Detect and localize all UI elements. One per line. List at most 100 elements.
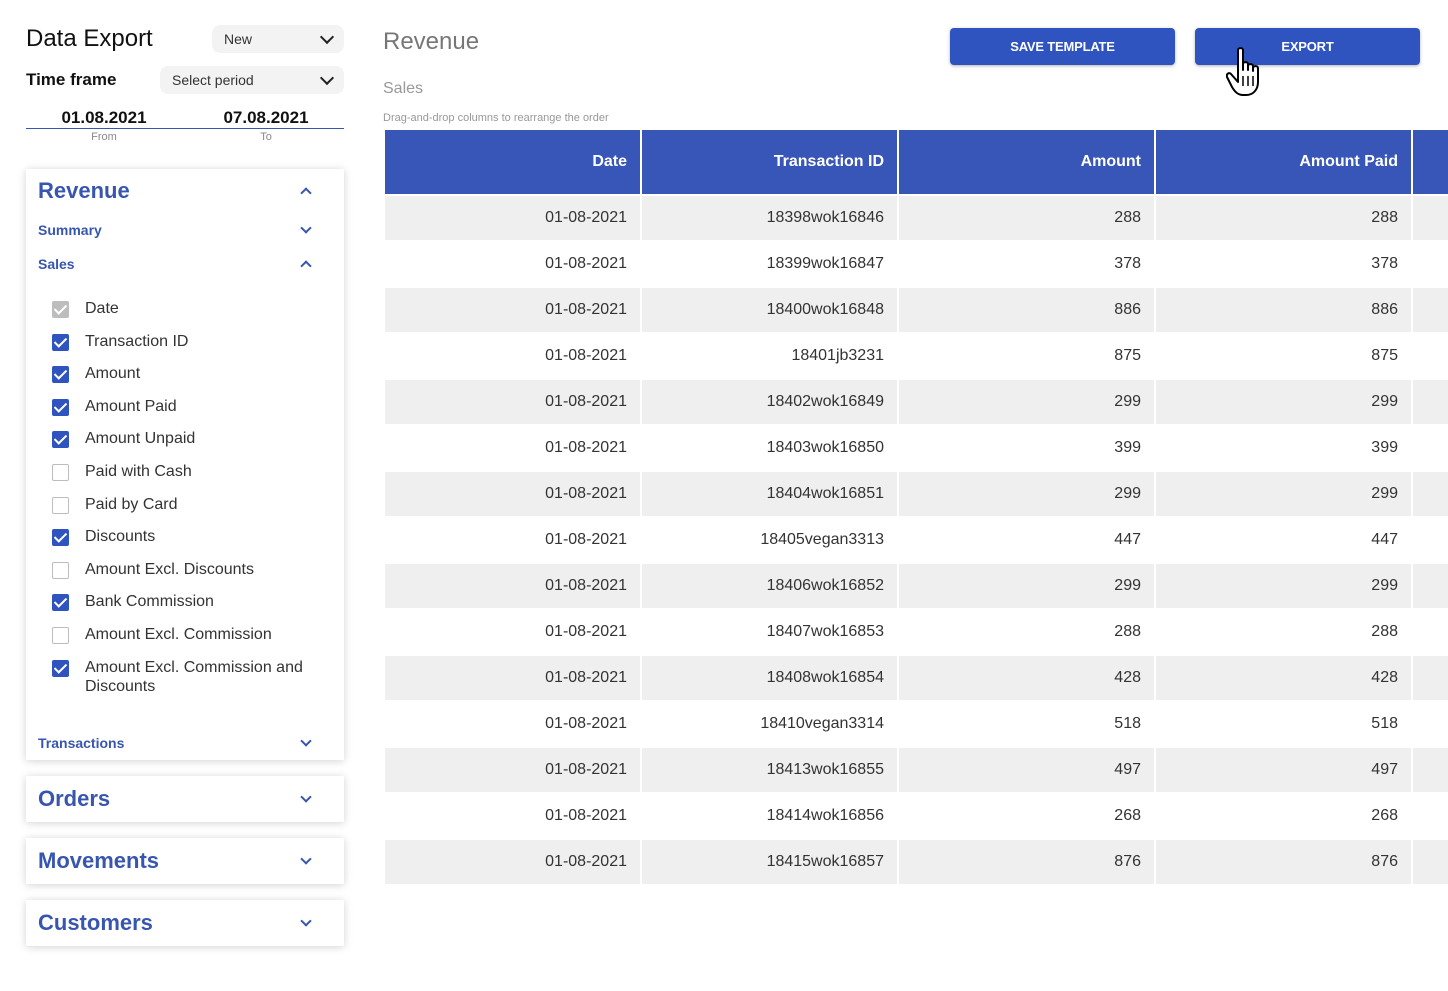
column-checkbox-row[interactable]: Discounts <box>52 527 310 560</box>
table-cell: 18414wok16856 <box>642 794 897 838</box>
table-cell: 01-08-2021 <box>385 610 640 654</box>
save-template-button[interactable]: SAVE TEMPLATE <box>950 28 1175 65</box>
table-cell: 18415wok16857 <box>642 840 897 884</box>
table-cell: 18407wok16853 <box>642 610 897 654</box>
table-cell <box>1413 656 1448 700</box>
column-checkbox-row[interactable]: Date <box>52 299 310 332</box>
chevron-up-icon <box>300 187 312 199</box>
orders-panel[interactable]: Orders <box>26 775 344 822</box>
table-cell: 01-08-2021 <box>385 472 640 516</box>
orders-panel-header[interactable]: Orders <box>38 776 312 822</box>
column-checkbox-row[interactable]: Paid with Cash <box>52 462 310 495</box>
table-body: 01-08-2021 18398wok16846 288 288 01-08-2021 1… <box>385 194 1448 884</box>
column-checkbox-row[interactable]: Amount Excl. Commission <box>52 625 310 658</box>
checkbox[interactable] <box>52 463 69 481</box>
checkbox[interactable] <box>52 366 69 384</box>
to-label: To <box>260 131 272 143</box>
template-select[interactable]: New <box>212 25 344 53</box>
table-cell: 18413wok16855 <box>642 748 897 792</box>
period-select[interactable]: Select period <box>160 66 344 94</box>
table-cell <box>1413 840 1448 884</box>
checkbox-label: Amount Excl. Discounts <box>85 560 254 578</box>
table-cell: 01-08-2021 <box>385 794 640 838</box>
table-cell: 18410vegan3314 <box>642 702 897 746</box>
checkbox[interactable] <box>52 398 69 416</box>
checkbox <box>52 301 69 318</box>
table-cell: 18401jb3231 <box>642 334 897 378</box>
column-checkbox-row[interactable]: Amount Unpaid <box>52 429 310 462</box>
checkbox[interactable] <box>52 431 69 449</box>
checkbox[interactable] <box>52 496 69 514</box>
table-cell: 399 <box>1156 426 1411 470</box>
movements-panel-title: Movements <box>38 847 160 873</box>
table-cell: 288 <box>899 196 1154 240</box>
movements-panel[interactable]: Movements <box>26 837 344 884</box>
column-checkbox-row[interactable]: Amount Excl. Discounts <box>52 560 310 593</box>
checkbox[interactable] <box>52 333 69 351</box>
date-range: 01.08.2021 07.08.2021 <box>26 108 344 129</box>
column-header[interactable]: Transaction ID <box>642 130 897 194</box>
table-cell: 497 <box>1156 748 1411 792</box>
timeframe-row: Time frame Select period <box>26 66 344 94</box>
checkbox-label: Date <box>85 300 119 317</box>
from-label: From <box>91 131 117 143</box>
column-checkbox-row[interactable]: Amount Paid <box>52 397 310 430</box>
table-row: 01-08-2021 18410vegan3314 518 518 <box>385 700 1448 746</box>
table-cell: 01-08-2021 <box>385 748 640 792</box>
customers-panel-header[interactable]: Customers <box>38 900 312 946</box>
table-cell: 447 <box>899 518 1154 562</box>
table-cell <box>1413 196 1448 240</box>
transactions-section[interactable]: Transactions <box>38 726 312 760</box>
table-cell: 428 <box>1156 656 1411 700</box>
customers-panel[interactable]: Customers <box>26 899 344 946</box>
table-row: 01-08-2021 18402wok16849 299 299 <box>385 378 1448 424</box>
table-cell <box>1413 518 1448 562</box>
checkbox[interactable] <box>52 594 69 612</box>
column-checkbox-row[interactable]: Bank Commission <box>52 592 310 625</box>
table-cell: 378 <box>1156 242 1411 286</box>
table-row: 01-08-2021 18405vegan3313 447 447 <box>385 516 1448 562</box>
sidebar: Data Export New Time frame Select period… <box>26 22 344 946</box>
data-table: Date Transaction ID Amount Amount Paid 01-0… <box>385 130 1448 884</box>
checkbox-label: Amount Paid <box>85 397 177 415</box>
table-row: 01-08-2021 18401jb3231 875 875 <box>385 332 1448 378</box>
table-cell: 18398wok16846 <box>642 196 897 240</box>
table-cell: 886 <box>1156 288 1411 332</box>
column-header[interactable] <box>1413 130 1448 194</box>
checkbox[interactable] <box>52 529 69 547</box>
column-checkbox-row[interactable]: Amount Excl. Commission and Discounts <box>52 658 310 696</box>
date-labels: From To <box>26 129 344 143</box>
to-date[interactable]: 07.08.2021 <box>196 108 336 128</box>
table-cell: 268 <box>899 794 1154 838</box>
movements-panel-header[interactable]: Movements <box>38 838 312 884</box>
export-button[interactable]: EXPORT <box>1195 28 1420 65</box>
checkbox[interactable] <box>52 561 69 579</box>
column-header[interactable]: Date <box>385 130 640 194</box>
table-cell: 299 <box>1156 472 1411 516</box>
table-cell: 01-08-2021 <box>385 242 640 286</box>
table-cell: 875 <box>1156 334 1411 378</box>
chevron-down-icon <box>300 914 312 927</box>
checkbox[interactable] <box>52 659 69 677</box>
column-header[interactable]: Amount <box>899 130 1154 194</box>
column-checkbox-row[interactable]: Amount <box>52 364 310 397</box>
transactions-label: Transactions <box>38 734 125 751</box>
table-row: 01-08-2021 18399wok16847 378 378 <box>385 240 1448 286</box>
summary-section[interactable]: Summary <box>38 213 312 247</box>
table-cell: 18404wok16851 <box>642 472 897 516</box>
table-row: 01-08-2021 18406wok16852 299 299 <box>385 562 1448 608</box>
table-cell: 01-08-2021 <box>385 518 640 562</box>
column-checkbox-row[interactable]: Paid by Card <box>52 495 310 528</box>
revenue-panel-header[interactable]: Revenue <box>38 169 312 213</box>
column-checkbox-row[interactable]: Transaction ID <box>52 332 310 365</box>
from-date[interactable]: 01.08.2021 <box>34 108 174 128</box>
sales-section[interactable]: Sales <box>38 247 312 281</box>
column-header[interactable]: Amount Paid <box>1156 130 1411 194</box>
table-cell: 875 <box>899 334 1154 378</box>
table-cell: 518 <box>1156 702 1411 746</box>
chevron-up-icon <box>300 260 312 272</box>
table-cell: 518 <box>899 702 1154 746</box>
page-title: Revenue <box>383 28 480 55</box>
checkbox[interactable] <box>52 626 69 644</box>
table-cell: 01-08-2021 <box>385 702 640 746</box>
